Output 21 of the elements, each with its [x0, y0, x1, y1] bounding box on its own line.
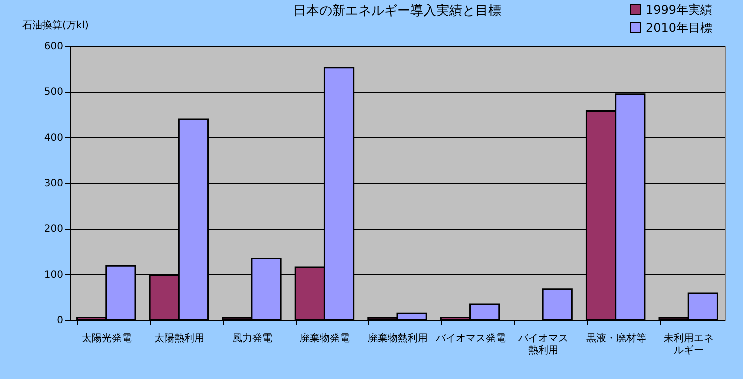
x-tick-label: 黒液・廃材等: [586, 332, 646, 344]
y-tick-label: 100: [44, 270, 64, 281]
x-tick-label: 風力発電: [232, 332, 272, 344]
x-tick-label: 廃棄物発電: [300, 332, 350, 344]
y-tick-label: 300: [44, 178, 64, 190]
y-tick-label: 600: [44, 42, 64, 52]
x-tick-label: 太陽光発電: [82, 332, 132, 344]
x-tick-label: バイオマス発電: [434, 334, 506, 344]
x-tick-label: バイオマス熱利用: [518, 334, 569, 356]
y-axis-title: 石油換算(万kl): [22, 20, 89, 32]
y-tick-label: 200: [44, 224, 64, 236]
bar: [542, 288, 573, 321]
x-tick-label: 太陽熱利用: [154, 332, 205, 344]
legend-label: 2010年目標: [646, 21, 713, 35]
y-tick-label: 0: [57, 316, 64, 326]
y-tick-label: 500: [44, 87, 64, 98]
x-tick-label: 廃棄物熱利用: [368, 332, 428, 344]
legend-label: 1999年実績: [646, 3, 713, 17]
chart-title: 日本の新エネルギー導入実績と目標: [294, 3, 502, 19]
x-tick-label: 未利用エネルギー: [664, 332, 714, 356]
y-tick-label: 400: [44, 132, 64, 144]
